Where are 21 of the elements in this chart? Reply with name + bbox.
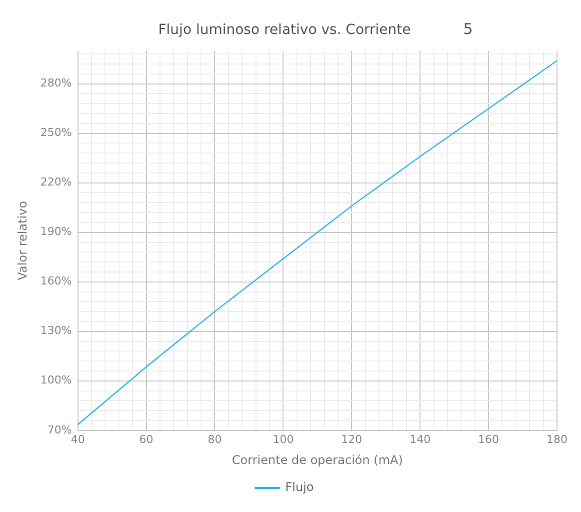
- y-tick-label: 130%: [40, 324, 72, 338]
- y-axis-title: Valor relativo: [15, 200, 30, 280]
- x-tick-label: 180: [546, 432, 568, 446]
- x-tick-label: 60: [139, 432, 154, 446]
- text: 5: [463, 20, 473, 38]
- y-tick-label: 190%: [40, 225, 72, 238]
- y-tick-label: 160%: [40, 274, 72, 288]
- y-tick-label: 280%: [40, 76, 72, 90]
- x-tick-label: 120: [341, 432, 362, 446]
- legend-label: Flujo: [285, 480, 314, 494]
- x-tick-label: 140: [410, 432, 431, 446]
- chart-title: Flujo luminoso relativo vs. Corriente: [158, 22, 411, 38]
- y-tick-label: 220%: [40, 176, 72, 189]
- y-tick-label: 70%: [47, 423, 72, 436]
- x-tick-label: 80: [208, 432, 222, 446]
- y-tick-label: 100%: [40, 374, 72, 387]
- x-axis-title: Corriente de operación (mA): [232, 452, 403, 467]
- x-tick-label: 160: [478, 432, 500, 446]
- x-tick-label: 100: [272, 432, 294, 446]
- x-tick-label: 40: [70, 432, 85, 446]
- y-tick-label: 250%: [40, 126, 72, 140]
